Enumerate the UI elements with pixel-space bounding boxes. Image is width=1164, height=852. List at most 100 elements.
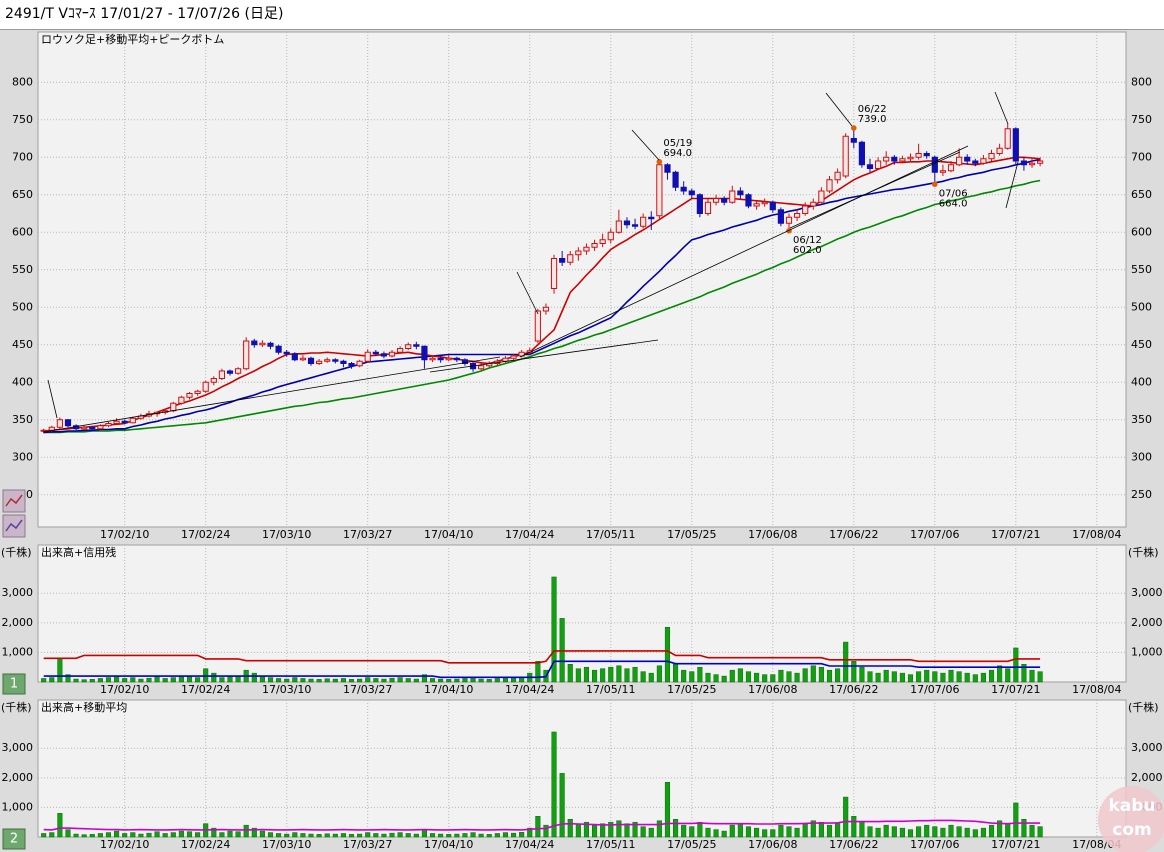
logo-text: kabu xyxy=(1108,796,1155,816)
unit-label-right: (千株) xyxy=(1128,545,1159,559)
candle-body xyxy=(453,357,460,361)
volume-bar xyxy=(138,678,144,683)
volume-bar xyxy=(332,833,338,838)
volume-bar xyxy=(1029,824,1035,838)
x-tick-label: 17/03/10 xyxy=(262,838,311,851)
trend-line xyxy=(789,151,961,229)
plot-content xyxy=(41,576,1043,683)
volume-bar xyxy=(632,666,638,683)
volume-bar xyxy=(956,671,962,683)
volume-bar xyxy=(1013,647,1019,683)
volume-bar xyxy=(535,661,541,683)
volume-bar xyxy=(97,678,103,683)
candle-body xyxy=(721,198,728,203)
x-tick-label: 17/05/25 xyxy=(667,528,716,541)
volume-bar xyxy=(308,833,314,838)
volume-bar xyxy=(916,826,922,838)
volume-bar xyxy=(73,833,79,838)
volume-bar xyxy=(689,826,695,838)
volume-bar xyxy=(397,677,403,683)
trend-line xyxy=(42,356,501,433)
volume-bar xyxy=(551,576,557,683)
volume-bar xyxy=(284,678,290,683)
volume-bar xyxy=(875,672,881,683)
volume-bar xyxy=(267,832,274,838)
panel-title: ロウソク足+移動平均+ピークボトム xyxy=(41,32,224,46)
volume-bar xyxy=(138,833,144,838)
volume-bar xyxy=(251,827,257,838)
volume-bar xyxy=(510,832,517,838)
volume-bar xyxy=(130,677,136,683)
x-tick-label: 17/07/21 xyxy=(991,838,1040,851)
candle-body xyxy=(235,368,242,374)
y-tick-label: 400 xyxy=(12,375,33,388)
volume-bar xyxy=(624,823,630,838)
volume-bar xyxy=(186,831,193,838)
candle-body xyxy=(883,156,890,162)
volume-bar xyxy=(454,678,460,683)
volume-bar xyxy=(786,826,792,838)
annotation-date: 05/19 xyxy=(663,138,692,149)
volume-bar xyxy=(300,833,306,838)
candle-body xyxy=(575,250,582,256)
candle-body xyxy=(980,158,987,164)
volume-bar xyxy=(421,829,427,838)
x-tick-label: 17/07/06 xyxy=(910,528,959,541)
candle-body xyxy=(283,351,290,355)
x-tick-label: 17/02/24 xyxy=(181,838,230,851)
volume-bar xyxy=(105,832,112,838)
candle-body xyxy=(866,164,874,169)
volume-bar xyxy=(859,821,865,838)
volume-bar xyxy=(867,671,873,683)
volume-bar xyxy=(348,834,355,838)
y-tick-label-right: 3,000 xyxy=(1131,741,1163,754)
volume-bar xyxy=(899,827,905,838)
volume-bar xyxy=(65,829,71,838)
volume-bar xyxy=(673,818,679,838)
candle-body xyxy=(785,216,793,224)
panel: 2502503003003503504004004504505005005505… xyxy=(12,31,1152,541)
volume-bar xyxy=(154,831,160,838)
peak-bottom-marker xyxy=(656,158,663,165)
candle-body xyxy=(939,170,947,173)
candle-body xyxy=(607,231,614,241)
panel: 1,0001,0002,0002,0003,0003,00017/02/1017… xyxy=(1,699,1163,851)
volume-bar xyxy=(105,677,112,683)
volume-bar xyxy=(308,678,314,683)
volume-bar xyxy=(762,829,768,838)
candle-body xyxy=(307,357,315,364)
volume-bar xyxy=(154,676,160,683)
candle-body xyxy=(988,153,995,160)
y-tick-label: 550 xyxy=(12,263,33,276)
volume-bar xyxy=(543,824,549,838)
x-tick-label: 17/06/22 xyxy=(829,838,878,851)
x-tick-label: 17/02/24 xyxy=(181,683,230,696)
volume-bar xyxy=(608,666,614,683)
volume-bar xyxy=(211,672,217,683)
candle-body xyxy=(356,360,363,367)
volume-bar xyxy=(267,677,274,683)
volume-bar xyxy=(567,663,573,683)
candle-body xyxy=(1020,160,1028,166)
volume-bar xyxy=(114,675,120,683)
volume-bar xyxy=(389,832,395,838)
volume-bar xyxy=(794,672,800,683)
candle-body xyxy=(729,190,736,203)
volume-bar xyxy=(89,679,95,683)
volume-bar xyxy=(494,678,500,683)
volume-bar xyxy=(494,833,500,838)
volume-bar xyxy=(729,669,735,683)
trend-lines xyxy=(42,91,1019,433)
volume-bar xyxy=(997,665,1003,683)
volume-bar xyxy=(57,813,63,838)
volume-bar xyxy=(122,678,128,683)
volume-bar xyxy=(413,833,419,838)
volume-bar xyxy=(810,820,816,838)
candle-body xyxy=(826,179,833,192)
y-tick-label-right: 450 xyxy=(1131,338,1152,351)
volume-bar xyxy=(964,672,970,683)
volume-bar xyxy=(600,823,606,838)
candle-body xyxy=(267,342,274,347)
x-tick-label: 17/04/24 xyxy=(505,683,554,696)
candle-body xyxy=(956,156,963,166)
